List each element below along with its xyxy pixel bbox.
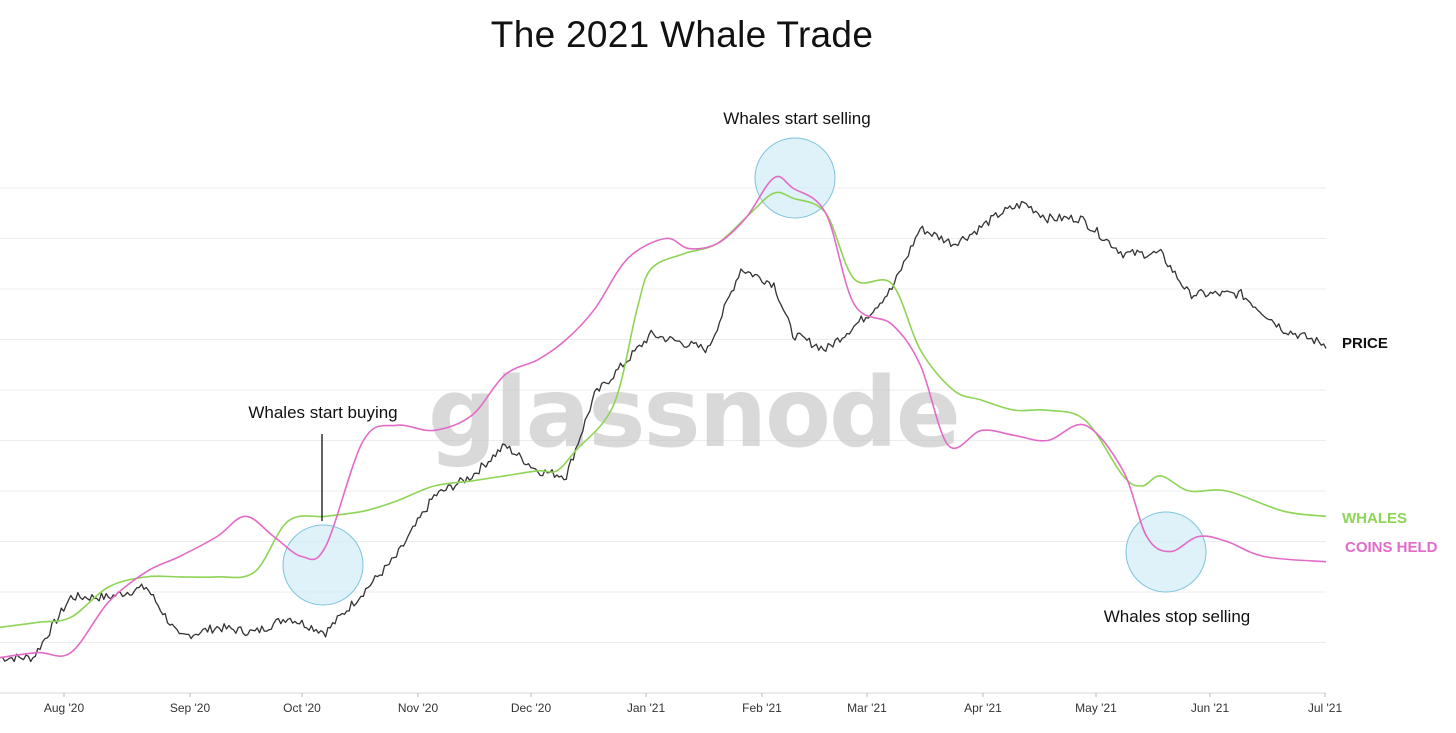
watermark: glassnode — [428, 357, 959, 469]
x-tick-label: Feb '21 — [742, 701, 782, 715]
x-tick-label: Aug '20 — [44, 701, 85, 715]
x-tick-label: Jun '21 — [1191, 701, 1230, 715]
x-tick-label: Dec '20 — [511, 701, 552, 715]
x-tick-label: Apr '21 — [964, 701, 1002, 715]
x-tick-label: May '21 — [1075, 701, 1117, 715]
chart-title: The 2021 Whale Trade — [490, 14, 874, 55]
whales-line — [0, 191, 1327, 629]
annotation-label: Whales stop selling — [1104, 607, 1250, 626]
x-tick-label: Oct '20 — [283, 701, 321, 715]
x-tick-label: Jan '21 — [627, 701, 666, 715]
annotation-label: Whales start selling — [723, 109, 870, 128]
end-label-price: PRICE — [1342, 335, 1388, 352]
x-tick-label: Jul '21 — [1308, 701, 1343, 715]
annotations: Whales start buying Whales start selling W… — [248, 109, 1250, 626]
coins-held-line — [0, 175, 1327, 659]
x-tick-label: Sep '20 — [170, 701, 211, 715]
x-tick-label: Nov '20 — [398, 701, 439, 715]
price-line — [0, 200, 1327, 663]
annotation-circle — [282, 524, 364, 606]
x-axis-ticks: Aug '20 Sep '20 Oct '20 Nov '20 Dec '20 Jan '… — [44, 693, 1343, 715]
x-tick-label: Mar '21 — [847, 701, 887, 715]
annotation-label: Whales start buying — [248, 403, 397, 422]
series-lines — [0, 175, 1327, 663]
annotation-circle — [754, 137, 836, 219]
end-label-coins-held: COINS HELD — [1345, 539, 1438, 556]
end-label-whales: WHALES — [1342, 510, 1407, 527]
